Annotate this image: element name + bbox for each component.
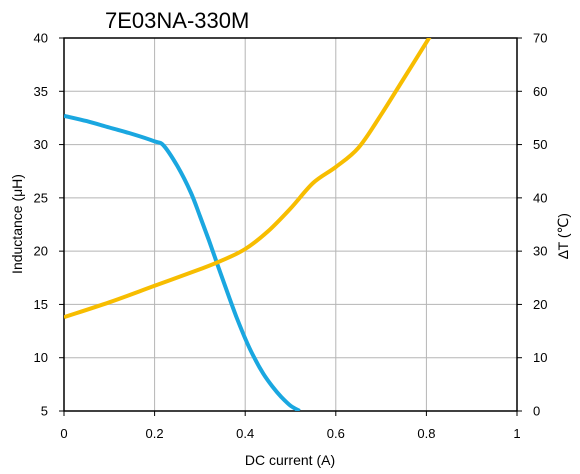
inductance-line <box>64 113 301 411</box>
x-axis-ticks: 0 0.2 0.4 0.6 0.8 1 <box>60 411 521 441</box>
left-y-axis-title: Inductance (μH) <box>9 174 25 274</box>
y-tick-label: 30 <box>34 137 48 152</box>
y-tick-label: 25 <box>34 190 48 205</box>
y-tick-label: 5 <box>41 404 48 419</box>
x-tick-label: 0.4 <box>236 426 254 441</box>
y2-tick-label: 40 <box>533 190 547 205</box>
series-group <box>64 38 432 411</box>
right-y-axis-title: ∆T (℃) <box>555 213 571 259</box>
x-tick-label: 0.8 <box>417 426 435 441</box>
y2-tick-label: 0 <box>533 404 540 419</box>
y-tick-label: 15 <box>34 297 48 312</box>
temperature-rise-line <box>64 38 432 320</box>
y2-tick-label: 20 <box>533 297 547 312</box>
y2-tick-label: 10 <box>533 350 547 365</box>
left-y-axis-ticks: 5 10 15 20 25 30 35 40 <box>34 31 64 419</box>
chart-title: 7E03NA-330M <box>105 8 249 33</box>
x-tick-label: 0 <box>60 426 67 441</box>
right-y-axis-ticks: 0 10 20 30 40 50 60 70 <box>517 31 547 419</box>
y2-tick-label: 50 <box>533 137 547 152</box>
y2-tick-label: 70 <box>533 31 547 46</box>
y2-tick-label: 60 <box>533 84 547 99</box>
y-tick-label: 10 <box>34 350 48 365</box>
x-tick-label: 1 <box>513 426 520 441</box>
y-tick-label: 35 <box>34 84 48 99</box>
gridlines <box>64 38 517 411</box>
x-axis-title: DC current (A) <box>245 452 335 468</box>
x-tick-label: 0.6 <box>327 426 345 441</box>
y-tick-label: 40 <box>34 31 48 46</box>
y-tick-label: 20 <box>34 244 48 259</box>
x-tick-label: 0.2 <box>146 426 164 441</box>
plot-frame <box>63 37 518 412</box>
y2-tick-label: 30 <box>533 244 547 259</box>
